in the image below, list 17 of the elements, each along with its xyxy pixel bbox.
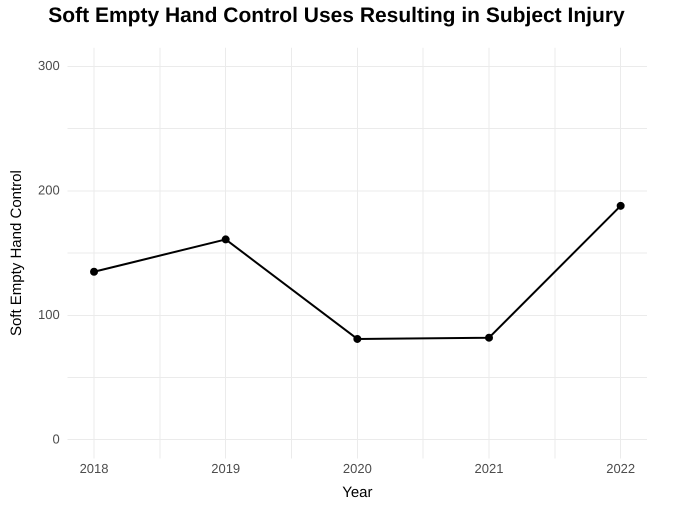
- point: [616, 202, 625, 210]
- x-tick-label: 2021: [474, 460, 504, 476]
- x-tick-label: 2022: [606, 460, 636, 476]
- y-tick-label: 0: [52, 431, 60, 446]
- point: [90, 268, 98, 276]
- x-tick-label: 2018: [80, 460, 108, 476]
- x-tick-label: 2020: [342, 460, 372, 476]
- y-tick-label: 300: [38, 58, 60, 74]
- x-tick-label: 2019: [211, 460, 240, 476]
- chart-title: Soft Empty Hand Control Uses Resulting in Subject Injury: [47, 4, 626, 29]
- point: [353, 334, 362, 343]
- x-axis-title: Year: [342, 484, 372, 502]
- y-tick-label: 200: [38, 182, 60, 198]
- y-axis-title: Soft Empty Hand Control: [8, 170, 26, 336]
- point: [222, 235, 230, 244]
- point: [485, 334, 494, 342]
- y-tick-label: 100: [38, 306, 60, 322]
